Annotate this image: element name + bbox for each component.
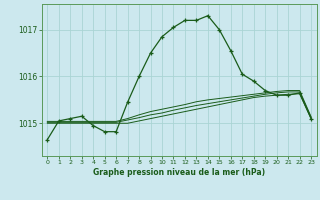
X-axis label: Graphe pression niveau de la mer (hPa): Graphe pression niveau de la mer (hPa) xyxy=(93,168,265,177)
